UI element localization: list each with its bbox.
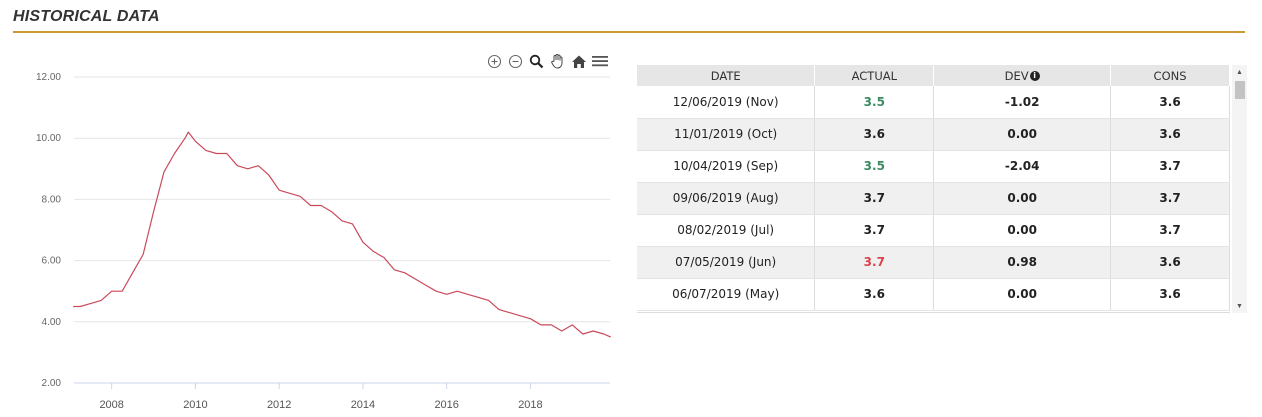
y-tick-label: 6.00 — [42, 256, 62, 267]
cell-actual: 3.5 — [814, 150, 935, 183]
table-row[interactable]: 09/06/2019 (Aug) 3.7 0.00 3.7 — [637, 182, 1230, 215]
cell-actual: 3.7 — [814, 214, 935, 247]
x-tick-label: 2018 — [518, 399, 542, 411]
y-tick-label: 12.00 — [36, 72, 61, 83]
cell-actual: 3.5 — [814, 86, 935, 119]
y-tick-label: 10.00 — [36, 133, 61, 144]
cell-dev: 0.00 — [933, 214, 1112, 247]
cell-cons: 3.6 — [1110, 246, 1230, 279]
header-date[interactable]: DATE — [637, 65, 816, 86]
scroll-up-arrow-icon[interactable]: ▲ — [1236, 68, 1243, 76]
y-tick-label: 2.00 — [42, 378, 62, 389]
cell-dev: 0.98 — [933, 246, 1112, 279]
table-scroll-area[interactable]: DATE ACTUAL DEV i CONS 12/06/2019 (Nov) 3.… — [637, 65, 1230, 313]
table-row[interactable]: 07/05/2019 (Jun) 3.7 0.98 3.6 — [637, 246, 1230, 279]
table-scrollbar[interactable]: ▲ ▼ — [1232, 65, 1247, 313]
cell-dev: -2.04 — [933, 150, 1112, 183]
table-row[interactable]: 12/06/2019 (Nov) 3.5 -1.02 3.6 — [637, 86, 1230, 119]
cell-date: 09/06/2019 (Aug) — [637, 182, 816, 215]
cell-date: 10/04/2019 (Sep) — [637, 150, 816, 183]
chart-canvas: 2.00 4.00 6.00 8.00 10.00 12.00 2008 2010 2012 20… — [36, 72, 612, 411]
header-actual[interactable]: ACTUAL — [814, 65, 935, 86]
cell-dev: 0.00 — [933, 278, 1112, 311]
cell-cons: 3.7 — [1110, 214, 1230, 247]
info-icon[interactable]: i — [1029, 71, 1040, 81]
x-tick-label: 2010 — [183, 399, 207, 411]
table-row[interactable]: 10/04/2019 (Sep) 3.5 -2.04 3.7 — [637, 150, 1230, 183]
section-header: HISTORICAL DATA — [13, 8, 1245, 33]
cell-cons: 3.7 — [1110, 150, 1230, 183]
home-icon[interactable] — [570, 53, 587, 70]
table-row[interactable]: 11/01/2019 (Oct) 3.6 0.00 3.6 — [637, 118, 1230, 151]
table-header-row: DATE ACTUAL DEV i CONS — [637, 65, 1230, 86]
table-body: 12/06/2019 (Nov) 3.5 -1.02 3.6 11/01/2019 (O… — [637, 86, 1230, 311]
cell-date: 11/01/2019 (Oct) — [637, 118, 816, 151]
x-tick-label: 2012 — [267, 399, 291, 411]
x-tick-label: 2016 — [434, 399, 458, 411]
menu-icon[interactable] — [591, 53, 608, 70]
zoom-out-icon[interactable] — [507, 53, 524, 70]
historical-table-panel: DATE ACTUAL DEV i CONS 12/06/2019 (Nov) 3.… — [637, 65, 1247, 313]
cell-date: 12/06/2019 (Nov) — [637, 86, 816, 119]
cell-dev: 0.00 — [933, 118, 1112, 151]
magnifier-icon[interactable] — [528, 53, 545, 70]
cell-date: 08/02/2019 (Jul) — [637, 214, 816, 247]
x-tick-label: 2014 — [351, 399, 375, 411]
cell-cons: 3.6 — [1110, 278, 1230, 311]
cell-date: 06/07/2019 (May) — [637, 278, 816, 311]
cell-actual: 3.6 — [814, 118, 935, 151]
table-row[interactable]: 08/02/2019 (Jul) 3.7 0.00 3.7 — [637, 214, 1230, 247]
series-line — [73, 131, 612, 338]
x-tick-label: 2008 — [99, 399, 123, 411]
cell-actual: 3.7 — [814, 182, 935, 215]
pan-hand-icon[interactable] — [549, 53, 566, 70]
cell-dev: 0.00 — [933, 182, 1112, 215]
cell-cons: 3.7 — [1110, 182, 1230, 215]
cell-cons: 3.6 — [1110, 118, 1230, 151]
cell-date: 07/05/2019 (Jun) — [637, 246, 816, 279]
scroll-down-arrow-icon[interactable]: ▼ — [1236, 302, 1243, 310]
y-tick-label: 8.00 — [42, 194, 62, 205]
header-dev-label: DEV — [1004, 68, 1029, 83]
scroll-thumb[interactable] — [1235, 81, 1245, 99]
header-dev[interactable]: DEV i — [933, 65, 1112, 86]
historical-chart: 2.00 4.00 6.00 8.00 10.00 12.00 2008 2010 2012 20… — [0, 40, 630, 417]
zoom-in-icon[interactable] — [486, 53, 503, 70]
table-row[interactable]: 06/07/2019 (May) 3.6 0.00 3.6 — [637, 278, 1230, 311]
chart-toolbar — [486, 52, 608, 70]
cell-actual: 3.6 — [814, 278, 935, 311]
historical-table: DATE ACTUAL DEV i CONS 12/06/2019 (Nov) 3.… — [637, 65, 1230, 311]
section-title: HISTORICAL DATA — [13, 8, 160, 25]
cell-dev: -1.02 — [933, 86, 1112, 119]
header-cons[interactable]: CONS — [1110, 65, 1230, 86]
cell-actual: 3.7 — [814, 246, 935, 279]
y-tick-label: 4.00 — [42, 317, 62, 328]
cell-cons: 3.6 — [1110, 86, 1230, 119]
